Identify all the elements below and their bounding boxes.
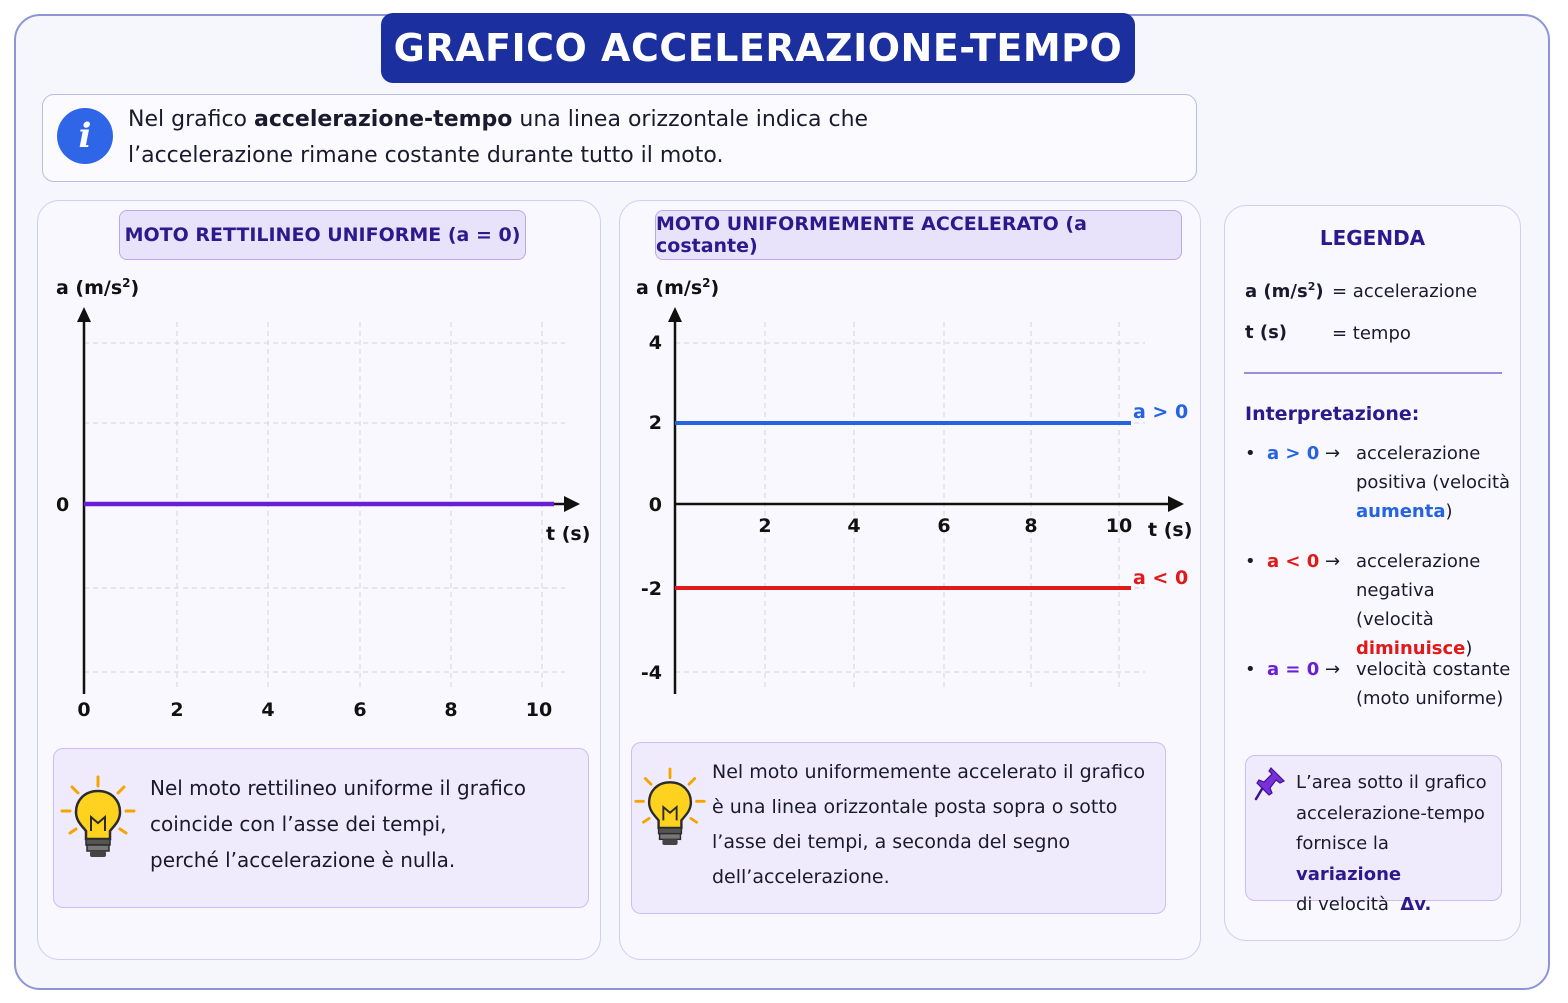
legend-title: LEGENDA xyxy=(1319,226,1426,250)
x-tick-left-2: 2 xyxy=(170,699,183,721)
bullet-dot: • xyxy=(1245,551,1256,572)
bullet-positive-highlight: aumenta xyxy=(1356,501,1446,522)
x-tick-middle-8: 8 xyxy=(1024,515,1037,537)
y-axis-label-left: a (m/s2) xyxy=(56,276,139,299)
x-tick-middle-2: 2 xyxy=(758,515,771,537)
bullet-negative-close: ) xyxy=(1465,638,1473,659)
y-tick-middle-neg2: -2 xyxy=(641,578,662,600)
series-label-a-negative: a < 0 xyxy=(1133,567,1188,589)
chart-uniform: a (m/s2) t (s) 0 0 2 4 6 8 10 xyxy=(56,276,590,721)
note-middle-line2: è una linea orizzontale posta sopra o so… xyxy=(712,796,1118,818)
note-left xyxy=(53,748,589,908)
bullet-text-zero: velocità costante (moto uniforme) xyxy=(1356,655,1516,713)
bullet-positive-line2: positiva (velocità xyxy=(1356,472,1511,493)
bullet-positive-line1: accelerazione xyxy=(1356,443,1481,464)
note-middle-line1: Nel moto uniformemente accelerato il gra… xyxy=(712,761,1146,783)
bullet-text-negative: accelerazione negativa (velocità diminui… xyxy=(1356,547,1516,663)
bullet-zero-line1: velocità costante xyxy=(1356,659,1511,680)
legend-meaning-a: = accelerazione xyxy=(1332,281,1478,302)
panel-left-heading: MOTO RETTILINEO UNIFORME (a = 0) xyxy=(119,210,526,260)
interpretation-title: Interpretazione: xyxy=(1245,403,1420,425)
y-axis-arrow-middle xyxy=(668,307,682,322)
info-text-line2: l’accelerazione rimane costante durante … xyxy=(128,143,724,168)
note-middle-line3: l’asse dei tempi, a seconda del segno xyxy=(712,831,1071,853)
x-tick-middle-10: 10 xyxy=(1106,515,1132,537)
x-tick-left-6: 6 xyxy=(353,699,366,721)
x-axis-arrow-left xyxy=(564,496,580,512)
tip-line4-bold: Δv. xyxy=(1400,894,1432,915)
bullet-negative-highlight: diminuisce xyxy=(1356,638,1466,659)
tip-text: L’area sotto il grafico accelerazione-te… xyxy=(1296,768,1496,921)
note-middle-line4: dell’accelerazione. xyxy=(712,866,890,888)
x-tick-left-0: 0 xyxy=(77,699,90,721)
arrow-icon: → xyxy=(1325,659,1341,680)
y-tick-middle-4: 4 xyxy=(649,332,662,354)
page-title: GRAFICO ACCELERAZIONE-TEMPO xyxy=(381,13,1135,83)
info-text: Nel grafico accelerazione-tempo una line… xyxy=(128,102,1168,174)
note-left-line2: coincide con l’asse dei tempi, xyxy=(150,812,447,836)
y-axis-arrow-left xyxy=(77,307,91,322)
bullet-negative-line1: accelerazione xyxy=(1356,551,1481,572)
bullet-positive-close: ) xyxy=(1445,501,1453,522)
tip-line3-start: fornisce la xyxy=(1296,833,1389,854)
bullet-zero-line2: (moto uniforme) xyxy=(1356,688,1504,709)
x-tick-middle-6: 6 xyxy=(937,515,950,537)
y-tick-left-0: 0 xyxy=(56,494,69,516)
legend-divider xyxy=(1244,372,1502,374)
panel-middle-heading: MOTO UNIFORMEMENTE ACCELERATO (a costant… xyxy=(655,210,1182,260)
bullet-dot: • xyxy=(1245,659,1256,680)
note-left-line3: perché l’accelerazione è nulla. xyxy=(150,848,456,872)
lightbulb-icon xyxy=(634,767,706,846)
x-axis-label-left: t (s) xyxy=(546,523,590,545)
y-tick-middle-neg4: -4 xyxy=(641,662,662,684)
tip-line3-bold: variazione xyxy=(1296,863,1402,885)
x-tick-middle-4: 4 xyxy=(847,515,860,537)
legend-symbol-t: t (s) xyxy=(1245,322,1288,343)
note-middle xyxy=(631,742,1166,914)
grid-middle xyxy=(675,322,1145,690)
tip-line1: L’area sotto il grafico xyxy=(1296,772,1487,793)
x-tick-left-4: 4 xyxy=(261,699,274,721)
info-text-end: una linea orizzontale indica che xyxy=(512,107,869,132)
legend-meaning-t: = tempo xyxy=(1332,323,1411,344)
tip-line4-start: di velocità xyxy=(1296,894,1401,915)
arrow-icon: → xyxy=(1325,551,1341,572)
bullet-symbol-positive: a > 0 xyxy=(1267,443,1320,464)
y-axis-label-middle: a (m/s2) xyxy=(636,276,719,299)
info-text-start: Nel grafico xyxy=(128,107,254,132)
x-axis-arrow-middle xyxy=(1168,496,1184,512)
x-tick-left-10: 10 xyxy=(526,699,552,721)
legend-symbol-a: a (m/s2) xyxy=(1245,280,1324,302)
y-tick-middle-0: 0 xyxy=(649,494,662,516)
chart-accelerated: a > 0 a < 0 a (m/s2) t (s) 4 2 0 -2 -4 2… xyxy=(636,276,1192,694)
note-left-text: Nel moto rettilineo uniforme il grafico … xyxy=(150,770,526,878)
info-box xyxy=(42,94,1197,182)
tip-box xyxy=(1245,755,1502,901)
note-left-line1: Nel moto rettilineo uniforme il grafico xyxy=(150,776,527,800)
pushpin-icon xyxy=(1254,767,1286,801)
x-tick-left-8: 8 xyxy=(444,699,457,721)
info-icon: i xyxy=(57,108,113,164)
info-text-bold: accelerazione-tempo xyxy=(254,107,513,132)
tip-line2: accelerazione-tempo xyxy=(1296,802,1485,824)
bullet-text-positive: accelerazione positiva (velocità aumenta… xyxy=(1356,439,1516,526)
note-middle-text: Nel moto uniformemente accelerato il gra… xyxy=(712,755,1145,895)
arrow-icon: → xyxy=(1325,443,1341,464)
y-tick-middle-2: 2 xyxy=(649,412,662,434)
bullet-symbol-zero: a = 0 xyxy=(1267,659,1320,680)
bullet-negative-line2: negativa (velocità xyxy=(1356,580,1435,630)
x-axis-label-middle: t (s) xyxy=(1148,519,1192,541)
series-label-a-positive: a > 0 xyxy=(1133,401,1188,423)
bullet-symbol-negative: a < 0 xyxy=(1267,551,1320,572)
lightbulb-icon xyxy=(60,775,136,857)
bullet-dot: • xyxy=(1245,443,1256,464)
